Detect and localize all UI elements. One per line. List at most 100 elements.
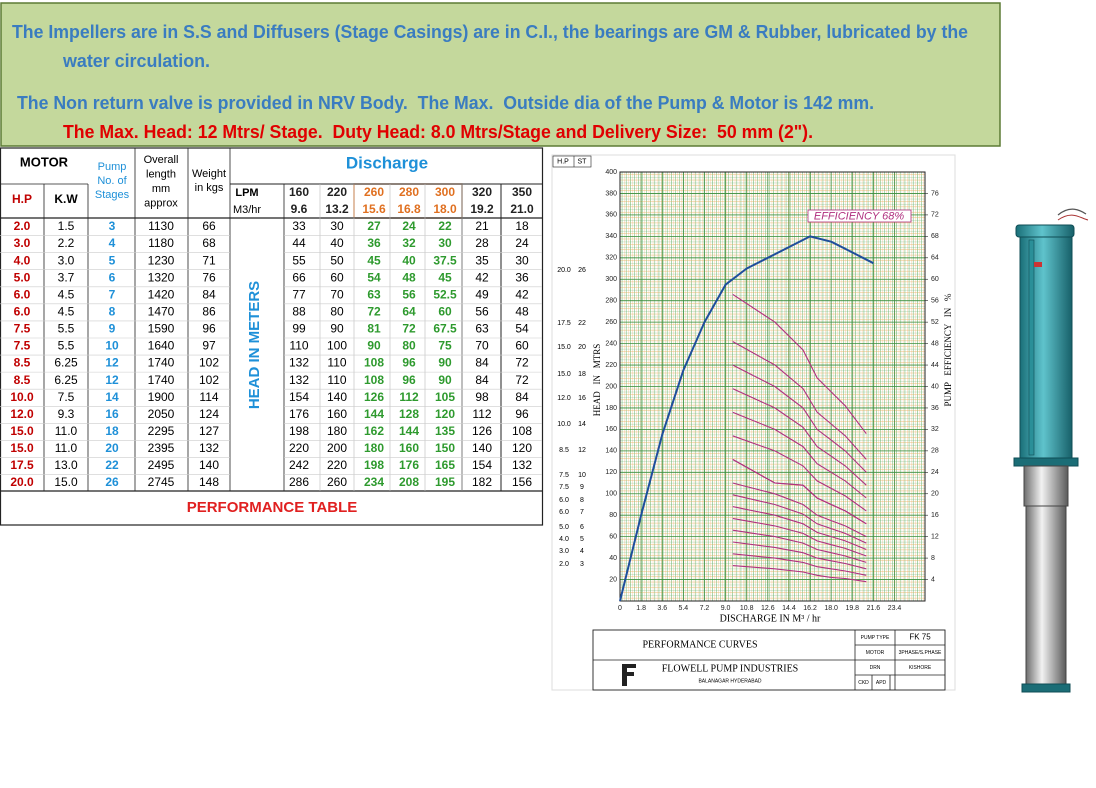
x-tick-label: 16.2	[803, 605, 817, 612]
x-axis-title: DISCHARGE IN M³ / hr	[720, 613, 821, 624]
m3hr-value: 13.2	[325, 202, 349, 216]
head-cell: 99	[292, 322, 306, 336]
length-cell: 1470	[148, 305, 175, 319]
head-cell: 242	[289, 458, 309, 472]
length-cell: 2050	[148, 407, 175, 421]
head-cell: 84	[475, 356, 489, 370]
x-tick-label: 3.6	[657, 605, 667, 612]
row-header: LPM	[235, 187, 258, 199]
y-tick-label: 40	[609, 555, 617, 562]
head-cell: 98	[475, 390, 489, 404]
head-cell: 72	[402, 322, 416, 336]
hp-cell: 12.0	[10, 407, 34, 421]
cell-value: APD	[876, 680, 887, 686]
head-cell: 60	[438, 305, 452, 319]
y2-tick-label: 12	[931, 533, 939, 540]
head-cell: 150	[435, 441, 455, 455]
y-tick-label: 340	[605, 233, 617, 240]
head-cell: 88	[292, 305, 306, 319]
curve-label-stages: 18	[578, 371, 586, 378]
performance-table: MOTOR H.P K.W Pump No. of Stages Overall length…	[0, 148, 542, 516]
head-curve	[732, 506, 867, 551]
length-cell: 1740	[148, 356, 175, 370]
y-tick-label: 300	[605, 276, 617, 283]
head-cell: 80	[402, 339, 416, 353]
head-cell: 28	[475, 236, 489, 250]
column-header: K.W	[54, 192, 78, 206]
curve-label-stages: 14	[578, 421, 586, 428]
head-cell: 198	[364, 458, 384, 472]
curve-label-hp: 4.0	[559, 536, 569, 543]
head-cell: 40	[402, 253, 416, 267]
head-cell: 60	[515, 339, 529, 353]
curve-label-stages: 22	[578, 320, 586, 327]
hp-cell: 6.0	[14, 305, 31, 319]
weight-cell: 102	[199, 356, 219, 370]
head-cell: 27	[367, 219, 381, 233]
head-cell: 110	[327, 373, 346, 387]
y2-tick-label: 8	[931, 555, 935, 562]
y-tick-label: 20	[609, 576, 617, 583]
hp-cell: 3.0	[14, 236, 31, 250]
head-cell: 220	[327, 458, 347, 472]
column-header: Discharge	[346, 153, 428, 172]
y2-tick-label: 68	[931, 233, 939, 240]
annotation: EFFICIENCY 68%	[814, 210, 904, 222]
x-tick-label: 9.0	[721, 605, 731, 612]
label-header-box	[552, 155, 592, 168]
m3hr-value: 18.0	[433, 202, 457, 216]
cell-value: 3PHASE/S.PHASE	[899, 650, 942, 656]
x-tick-label: 18.0	[824, 605, 838, 612]
head-cell: 35	[475, 253, 489, 267]
head-cell: 180	[364, 441, 384, 455]
head-cell: 154	[472, 458, 492, 472]
curve-label-stages: 4	[580, 548, 584, 555]
length-cell: 2295	[148, 424, 175, 438]
head-cell: 60	[330, 270, 344, 284]
head-cell: 140	[472, 441, 492, 455]
weight-cell: 102	[199, 373, 219, 387]
stages-cell: 9	[109, 322, 116, 336]
head-cell: 144	[364, 407, 384, 421]
head-cell: 63	[367, 287, 381, 301]
column-header: in kgs	[195, 182, 224, 194]
kw-cell: 1.5	[58, 219, 75, 233]
y-tick-label: 180	[605, 405, 617, 412]
head-cell: 96	[402, 356, 416, 370]
y2-tick-label: 48	[931, 340, 939, 347]
head-cell: 162	[364, 424, 384, 438]
y2-axis-title: PUMP EFFICIENCY IN %	[943, 293, 953, 407]
head-cell: 36	[515, 270, 529, 284]
x-tick-label: 7.2	[700, 605, 710, 612]
kw-cell: 11.0	[55, 424, 78, 438]
head-curve	[732, 341, 867, 460]
head-cell: 54	[515, 322, 529, 336]
weight-cell: 76	[202, 270, 216, 284]
head-cell: 22	[438, 219, 452, 233]
head-cell: 90	[330, 322, 344, 336]
head-cell: 108	[364, 356, 384, 370]
y-tick-label: 320	[605, 255, 617, 262]
head-cell: 84	[475, 373, 489, 387]
head-cell: 36	[367, 236, 381, 250]
weight-cell: 148	[199, 475, 219, 489]
head-cell: 42	[475, 270, 489, 284]
head-cell: 56	[475, 305, 489, 319]
head-cell: 63	[475, 322, 489, 336]
stages-cell: 14	[105, 390, 119, 404]
head-cell: 72	[515, 373, 529, 387]
head-curve	[732, 435, 867, 512]
head-cell: 126	[364, 390, 384, 404]
hp-cell: 7.5	[14, 322, 31, 336]
length-cell: 2745	[148, 475, 175, 489]
weight-cell: 114	[199, 390, 218, 404]
head-cell: 30	[438, 236, 452, 250]
head-cell: 24	[402, 219, 416, 233]
head-cell: 195	[435, 475, 455, 489]
length-cell: 1900	[148, 390, 175, 404]
y-tick-label: 220	[605, 362, 617, 369]
kw-cell: 7.5	[58, 390, 75, 404]
y-tick-label: 200	[605, 383, 617, 390]
head-cell: 165	[435, 458, 455, 472]
